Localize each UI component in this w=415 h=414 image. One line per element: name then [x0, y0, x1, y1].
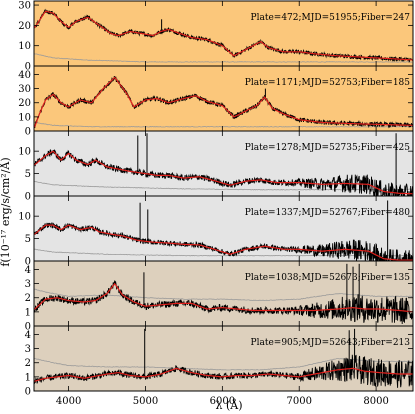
panel-4: 0 5 10 Plate=1337;MJD=52767;Fiber=480 — [18, 195, 414, 268]
error-spectrum — [34, 122, 413, 128]
y-tick-label: 10 — [18, 147, 31, 158]
y-tick-label: 20 — [18, 98, 31, 109]
y-tick-label: 20 — [18, 21, 31, 32]
x-tick-label: 5000 — [133, 396, 158, 407]
y-tick-label: 10 — [18, 112, 31, 123]
panel-label: Plate=472;MJD=51955;Fiber=247 — [251, 13, 411, 23]
y-axis-title: f(10⁻¹⁷ erg/s/cm²/Å) — [0, 157, 12, 266]
y-tick-label: 3 — [25, 279, 31, 290]
y-tick-label: 40 — [18, 70, 31, 81]
model-fit — [34, 367, 413, 382]
y-tick-label: 2 — [25, 358, 31, 369]
y-tick-label: 5 — [25, 234, 31, 245]
x-axis-title: λ (Å) — [216, 398, 243, 412]
panel-background — [34, 66, 413, 131]
y-tick-label: 0 — [25, 387, 31, 398]
y-tick-label: 0 — [25, 62, 31, 73]
y-tick-label: 4 — [25, 265, 31, 276]
error-spectrum — [34, 53, 413, 63]
y-tick-label: 5 — [25, 169, 31, 180]
model-fit — [34, 224, 413, 261]
panel-label: Plate=1278;MJD=52735;Fiber=425 — [245, 143, 410, 153]
panel-label: Plate=1171;MJD=52753;Fiber=185 — [245, 78, 410, 88]
y-tick-label: 0 — [25, 257, 31, 268]
panel-label: Plate=1337;MJD=52767;Fiber=480 — [245, 208, 410, 218]
error-spectrum — [34, 288, 413, 302]
observed-spectrum — [34, 148, 413, 196]
x-tick-label: 4000 — [56, 396, 81, 407]
panel-background — [34, 261, 413, 326]
model-fit — [34, 282, 413, 313]
panel-background — [34, 326, 413, 391]
panel-label: Plate=905;MJD=52643;Fiber=213 — [251, 338, 411, 348]
panel-2: 0 10 20 30 40 Plate=1171;MJD=52753;Fiber=185 — [18, 65, 414, 138]
y-tick-label: 4 — [25, 330, 31, 341]
y-tick-label: 30 — [18, 1, 31, 12]
panel-frame — [33, 325, 414, 392]
y-tick-label: 10 — [18, 41, 31, 52]
model-fit — [34, 10, 413, 61]
y-tick-label: 1 — [25, 307, 31, 318]
y-tick-label: 30 — [18, 84, 31, 95]
model-fit — [34, 150, 413, 195]
panels-layer: 0102030Plate=472;MJD=51955;Fiber=2470102… — [18, 0, 414, 407]
y-tick-label: 0 — [25, 192, 31, 203]
y-tick-label: 0 — [25, 322, 31, 333]
panel-5: 0 1 2 3 4 Plate=1038;MJD=52673;Fiber=135 — [25, 260, 414, 333]
panel-background — [34, 1, 413, 66]
model-fit — [34, 76, 413, 128]
panel-6: 0 1 2 3 4 Plate=905;MJD=52643;Fiber=213 — [25, 325, 414, 398]
y-tick-label: 0 — [25, 127, 31, 138]
x-tick-label: 7000 — [286, 396, 311, 407]
y-tick-label: 1 — [25, 372, 31, 383]
observed-spectrum — [34, 280, 413, 325]
y-tick-label: 3 — [25, 344, 31, 355]
panel-label: Plate=1038;MJD=52673;Fiber=135 — [245, 273, 410, 283]
panel-3: 0 5 10 Plate=1278;MJD=52735;Fiber=425 — [18, 130, 414, 203]
x-tick-label: 8000 — [363, 396, 388, 407]
y-tick-label: 2 — [25, 293, 31, 304]
x-tick-label: 6000 — [210, 396, 235, 407]
panel-1: 0 10 20 30 Plate=472;MJD=51955;Fiber=247 — [18, 0, 414, 73]
y-tick-label: 10 — [18, 212, 31, 223]
